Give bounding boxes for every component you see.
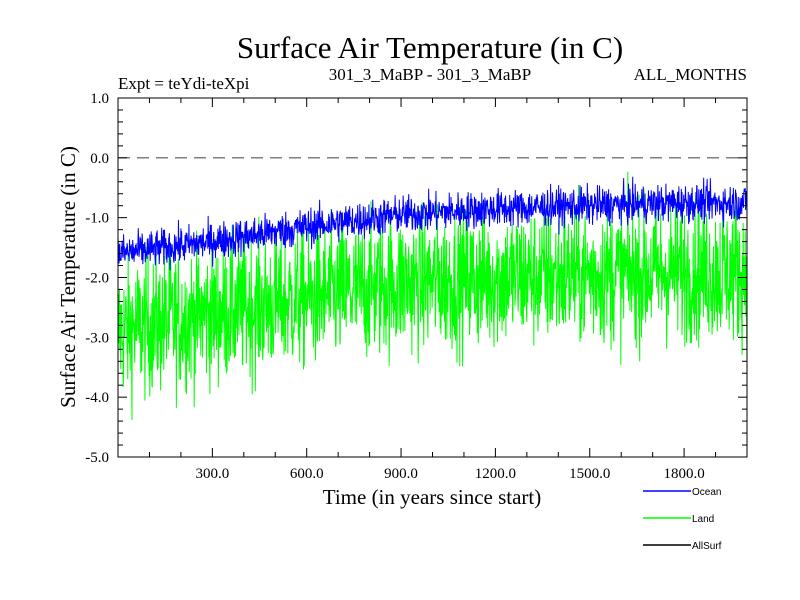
y-tick-labels: 1.0 0.0 -1.0 -2.0 -3.0 -4.0 -5.0 (85, 91, 109, 466)
chart-subtitle-right: ALL_MONTHS (634, 65, 747, 84)
x-tick-label: 600.0 (290, 466, 324, 482)
chart-subtitle-left: Expt = teYdi-teXpi (118, 74, 250, 93)
x-tick-label: 300.0 (195, 466, 229, 482)
x-tick-labels: 300.0 600.0 900.0 1200.0 1500.0 1800.0 (195, 466, 704, 482)
legend-label-allsurf: AllSurf (692, 541, 722, 552)
plot-series (117, 171, 748, 421)
y-axis-label: Surface Air Temperature (in C) (56, 146, 80, 408)
y-tick-label: 0.0 (90, 151, 109, 167)
axis-ticks (117, 97, 748, 458)
chart-title: Surface Air Temperature (in C) (237, 30, 623, 65)
legend-label-land: Land (692, 514, 714, 525)
y-tick-label: -2.0 (85, 271, 109, 287)
x-tick-label: 900.0 (384, 466, 418, 482)
y-tick-label: 1.0 (90, 91, 109, 107)
x-tick-label: 1500.0 (569, 466, 610, 482)
y-tick-label: -4.0 (85, 390, 109, 406)
x-tick-label: 1200.0 (475, 466, 516, 482)
series-ocean-line (117, 176, 748, 271)
y-tick-label: -3.0 (85, 330, 109, 346)
chart-subtitle-center: 301_3_MaBP - 301_3_MaBP (329, 65, 531, 84)
x-tick-label: 1800.0 (663, 466, 704, 482)
series-land-line (117, 171, 748, 421)
x-axis-label: Time (in years since start) (323, 485, 542, 509)
y-tick-label: -5.0 (85, 450, 109, 466)
legend: Ocean Land AllSurf (643, 487, 722, 552)
legend-label-ocean: Ocean (692, 487, 721, 498)
y-tick-label: -1.0 (85, 211, 109, 227)
